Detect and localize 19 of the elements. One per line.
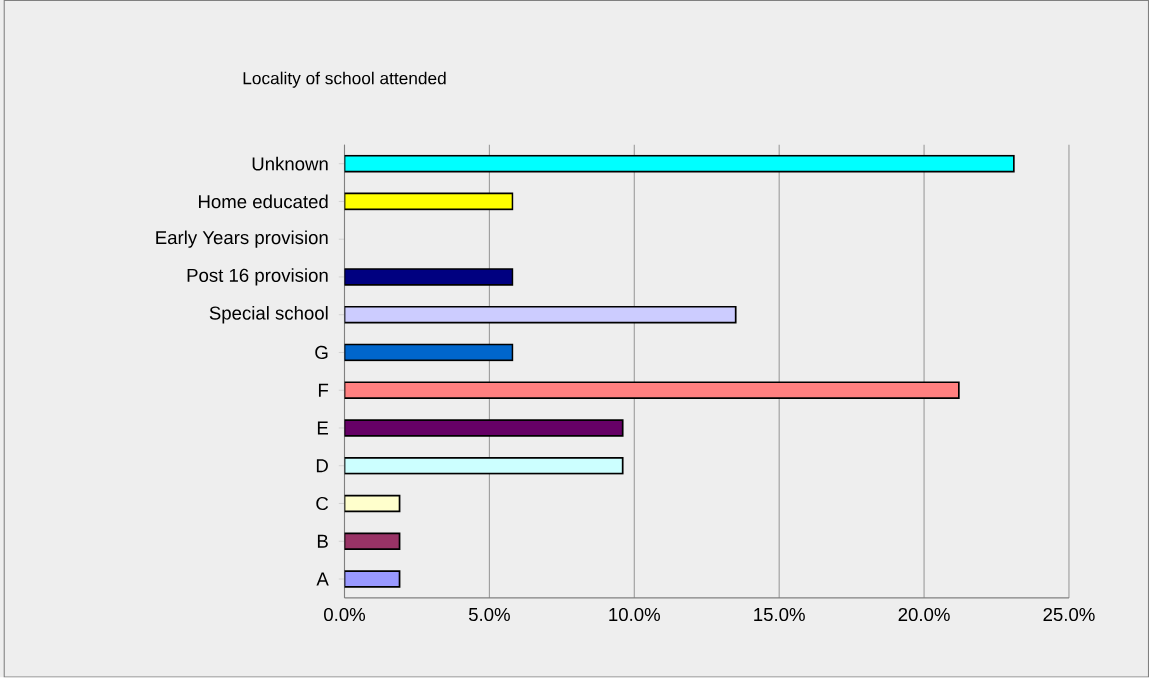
y-tick-label: G (315, 346, 328, 360)
chart-title: Locality of school attended (243, 71, 446, 88)
x-tick-label: 20.0% (898, 608, 950, 622)
y-tick-label: Post 16 provision (187, 268, 328, 286)
y-tick-label: Home educated (199, 194, 328, 209)
y-tick-label: A (316, 572, 329, 586)
y-tick-label: Early Years provision (156, 230, 328, 249)
x-tick-label: 15.0% (754, 608, 805, 622)
x-tick-label: 25.0% (1043, 608, 1095, 622)
x-tick-label: 0.0% (324, 608, 366, 622)
x-tick-label: 5.0% (468, 608, 510, 622)
y-tick-label: B (317, 535, 328, 548)
y-tick-label: F (318, 384, 329, 397)
y-tick-label: D (316, 459, 328, 473)
y-tick-label: E (317, 421, 329, 435)
x-tick-label: 10.0% (609, 608, 660, 622)
y-tick-label: Unknown (252, 157, 328, 171)
y-tick-label: C (316, 497, 329, 511)
y-tick-label: Special school (209, 306, 328, 324)
